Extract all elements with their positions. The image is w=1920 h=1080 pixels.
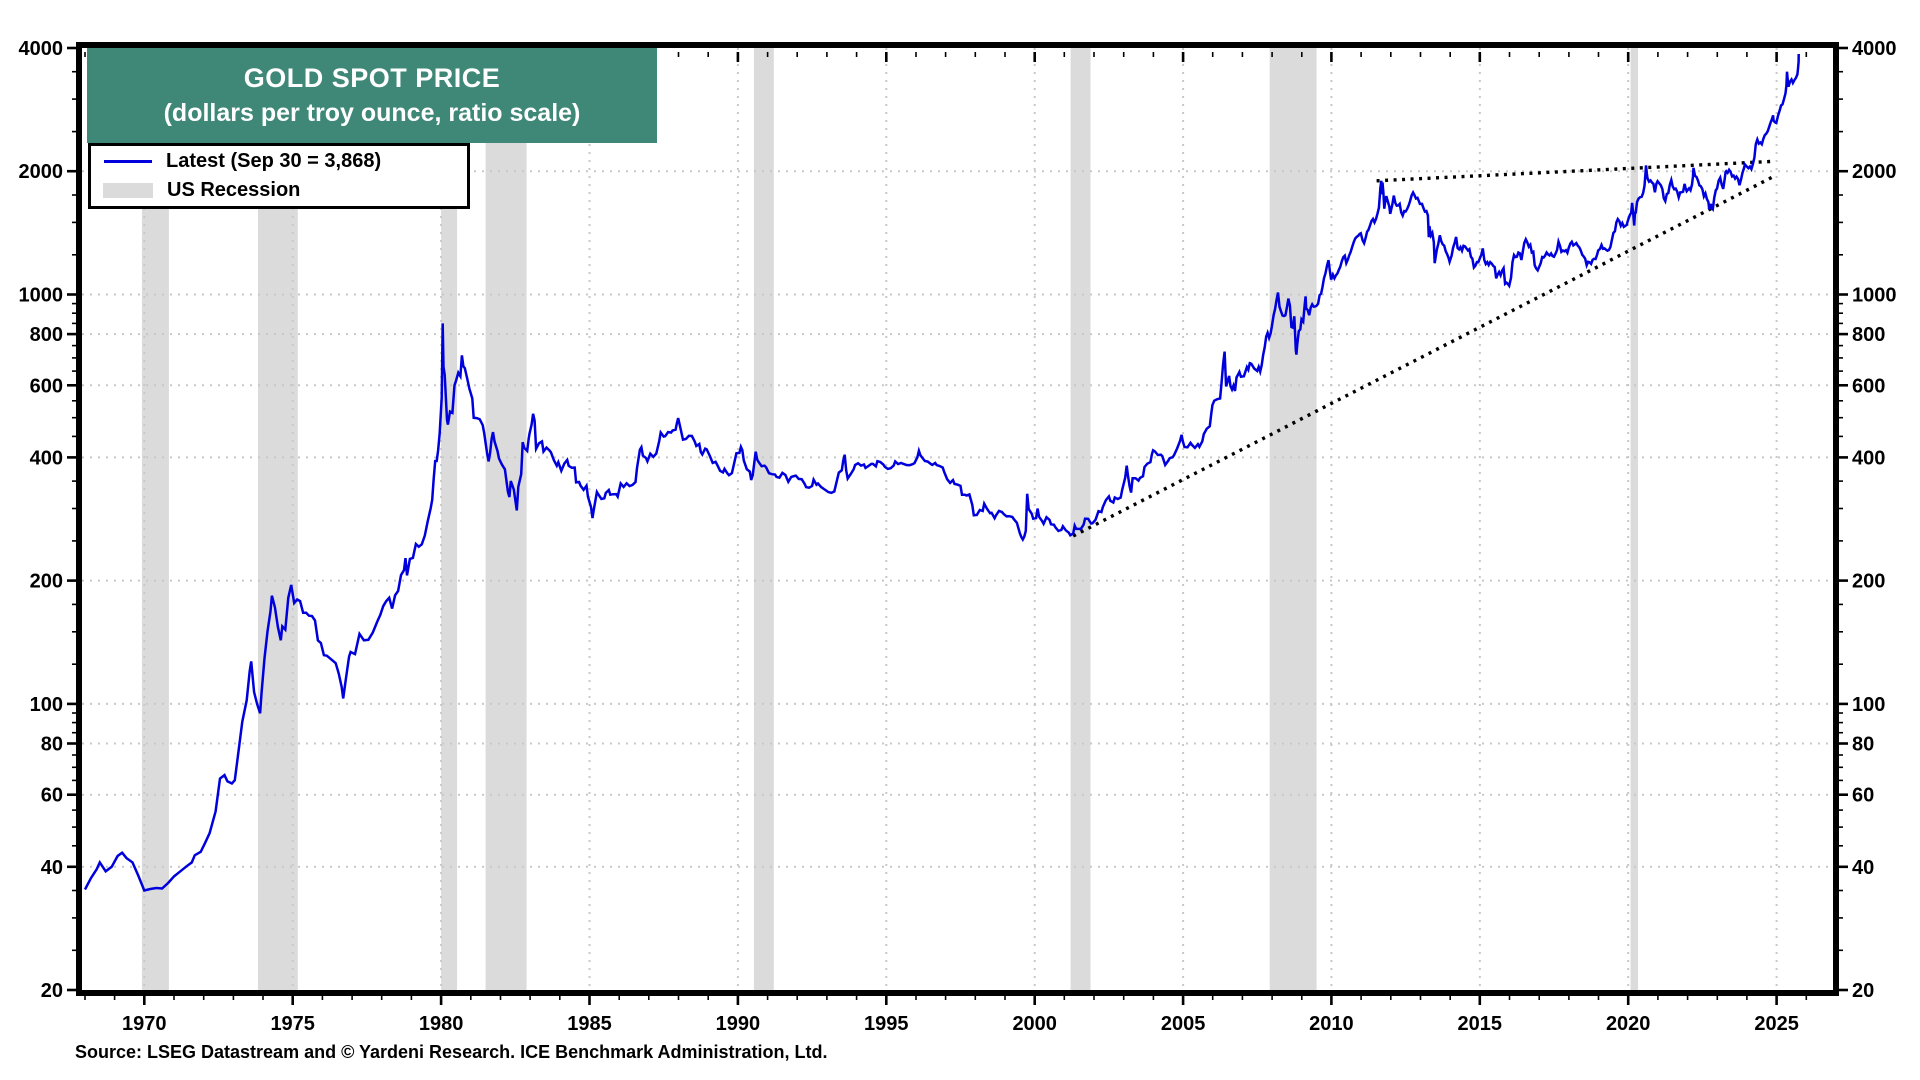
y-axis-label-left: 600 bbox=[30, 375, 63, 397]
y-axis-label-left: 800 bbox=[30, 324, 63, 346]
legend-recession-label: US Recession bbox=[167, 179, 301, 201]
recession-band bbox=[1630, 48, 1638, 990]
y-axis-label-right: 4000 bbox=[1852, 38, 1897, 60]
chart-subtitle: (dollars per troy ounce, ratio scale) bbox=[163, 99, 581, 127]
y-axis-label-right: 100 bbox=[1852, 694, 1885, 716]
recession-swatch bbox=[103, 183, 153, 198]
y-axis-label-left: 1000 bbox=[19, 285, 64, 307]
y-axis-label-right: 1000 bbox=[1852, 285, 1897, 307]
x-axis-label: 2025 bbox=[1754, 1013, 1799, 1035]
line-swatch bbox=[104, 160, 152, 163]
source-note: Source: LSEG Datastream and © Yardeni Re… bbox=[75, 1042, 828, 1062]
trendline bbox=[1072, 174, 1775, 538]
y-axis-label-left: 80 bbox=[41, 734, 63, 756]
y-axis-label-right: 60 bbox=[1852, 785, 1874, 807]
y-axis-label-left: 400 bbox=[30, 447, 63, 469]
plot-border bbox=[76, 42, 1839, 996]
chart-title-box: GOLD SPOT PRICE (dollars per troy ounce,… bbox=[87, 48, 657, 143]
recession-band bbox=[441, 48, 458, 990]
y-axis-label-right: 600 bbox=[1852, 375, 1885, 397]
y-axis-label-right: 80 bbox=[1852, 734, 1874, 756]
y-axis-label-left: 4000 bbox=[19, 38, 64, 60]
legend-latest-label: Latest (Sep 30 = 3,868) bbox=[166, 150, 382, 172]
legend-item-recession: US Recession bbox=[91, 178, 467, 204]
x-axis-label: 1970 bbox=[122, 1013, 167, 1035]
x-axis-label: 2015 bbox=[1458, 1013, 1503, 1035]
x-axis-label: 1975 bbox=[270, 1013, 315, 1035]
recession-band bbox=[1269, 48, 1317, 990]
y-axis-label-right: 800 bbox=[1852, 324, 1885, 346]
x-axis-label: 2020 bbox=[1606, 1013, 1651, 1035]
x-axis-label: 2010 bbox=[1309, 1013, 1354, 1035]
y-axis-label-left: 60 bbox=[41, 785, 63, 807]
y-axis-label-right: 200 bbox=[1852, 571, 1885, 593]
y-axis-label-right: 2000 bbox=[1852, 161, 1897, 183]
x-axis-label: 1980 bbox=[419, 1013, 464, 1035]
recession-band bbox=[485, 48, 527, 990]
x-axis-label: 1985 bbox=[567, 1013, 612, 1035]
y-axis-label-right: 400 bbox=[1852, 447, 1885, 469]
y-axis-label-left: 2000 bbox=[19, 161, 64, 183]
y-axis-label-right: 20 bbox=[1852, 980, 1874, 1002]
chart-title: GOLD SPOT PRICE bbox=[243, 63, 501, 93]
y-axis-label-left: 100 bbox=[30, 694, 63, 716]
y-axis-label-left: 40 bbox=[41, 857, 63, 879]
x-axis-label: 2000 bbox=[1012, 1013, 1057, 1035]
y-axis-label-right: 40 bbox=[1852, 857, 1874, 879]
x-axis-label: 2005 bbox=[1161, 1013, 1206, 1035]
y-axis-label-left: 20 bbox=[41, 980, 63, 1002]
legend: Latest (Sep 30 = 3,868) US Recession bbox=[88, 143, 470, 209]
recession-band bbox=[1070, 48, 1091, 990]
trendline bbox=[1376, 159, 1775, 183]
x-axis-label: 1990 bbox=[716, 1013, 761, 1035]
gridlines bbox=[82, 48, 1833, 990]
y-axis-label-left: 200 bbox=[30, 571, 63, 593]
recession-band bbox=[753, 48, 774, 990]
price-line bbox=[83, 53, 1800, 892]
legend-item-latest: Latest (Sep 30 = 3,868) bbox=[91, 149, 467, 175]
x-axis-label: 1995 bbox=[864, 1013, 909, 1035]
